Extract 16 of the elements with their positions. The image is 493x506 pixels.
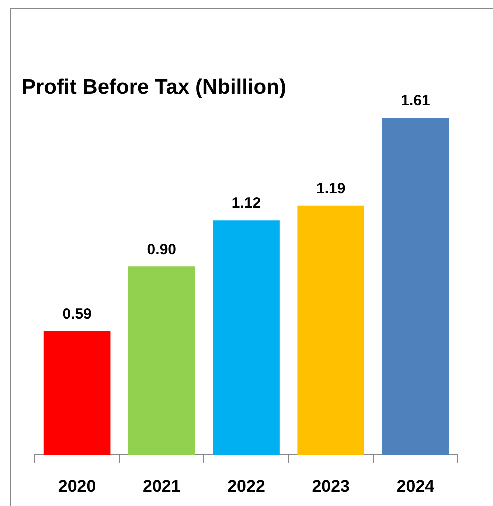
data-label: 1.19 bbox=[316, 180, 346, 198]
chart-title: Profit Before Tax (Nbillion) bbox=[22, 76, 286, 100]
bar bbox=[298, 206, 365, 455]
bar bbox=[128, 266, 196, 455]
data-label: 0.59 bbox=[62, 306, 92, 324]
x-tick-label: 2021 bbox=[142, 476, 181, 496]
x-tick-label: 2024 bbox=[396, 476, 436, 496]
bar bbox=[213, 220, 280, 455]
x-tick-label: 2022 bbox=[228, 476, 266, 496]
x-tick-label: 2020 bbox=[58, 476, 96, 496]
data-label: 0.90 bbox=[147, 241, 176, 258]
bar bbox=[44, 332, 111, 455]
x-tick-label: 2023 bbox=[312, 476, 350, 496]
data-label: 1.61 bbox=[401, 92, 430, 110]
bar bbox=[382, 118, 450, 455]
data-label: 1.12 bbox=[232, 195, 262, 212]
